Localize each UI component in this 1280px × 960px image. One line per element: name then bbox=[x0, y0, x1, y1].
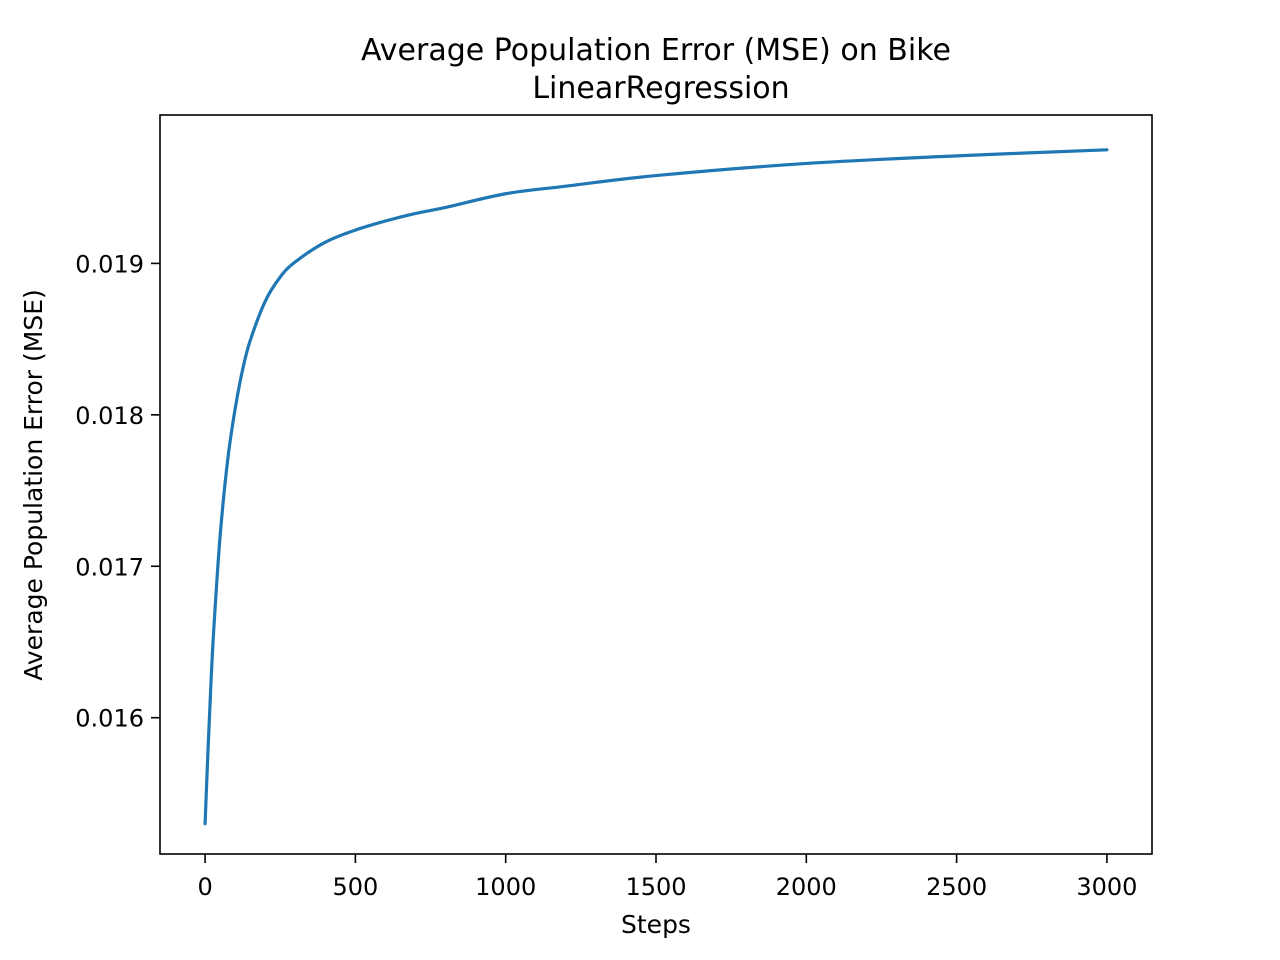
y-tick-label: 0.017 bbox=[75, 553, 144, 581]
y-tick-label: 0.019 bbox=[75, 250, 144, 278]
x-tick-label: 1500 bbox=[625, 873, 686, 901]
x-tick-label: 2500 bbox=[926, 873, 987, 901]
series-line bbox=[203, 148, 1109, 826]
x-axis: 0 500 1000 1500 2000 2500 3000 bbox=[197, 854, 1137, 901]
x-tick-label: 1000 bbox=[475, 873, 536, 901]
plot-area: 0 500 1000 1500 2000 2500 3000 0.016 0.017 0.018… bbox=[75, 114, 1153, 901]
x-tick-label: 0 bbox=[197, 873, 212, 901]
plot-frame bbox=[159, 114, 1153, 855]
y-tick-label: 0.016 bbox=[75, 705, 144, 733]
x-axis-label: Steps bbox=[621, 910, 691, 939]
chart-title: Average Population Error (MSE) on Bike bbox=[361, 33, 951, 68]
x-tick-label: 500 bbox=[332, 873, 378, 901]
x-tick-label: 2000 bbox=[776, 873, 837, 901]
x-tick-label: 3000 bbox=[1076, 873, 1137, 901]
y-axis-label: Average Population Error (MSE) bbox=[19, 289, 48, 681]
chart-subtitle: LinearRegression bbox=[532, 71, 789, 106]
y-axis: 0.016 0.017 0.018 0.019 bbox=[75, 250, 160, 733]
y-tick-label: 0.018 bbox=[75, 402, 144, 430]
